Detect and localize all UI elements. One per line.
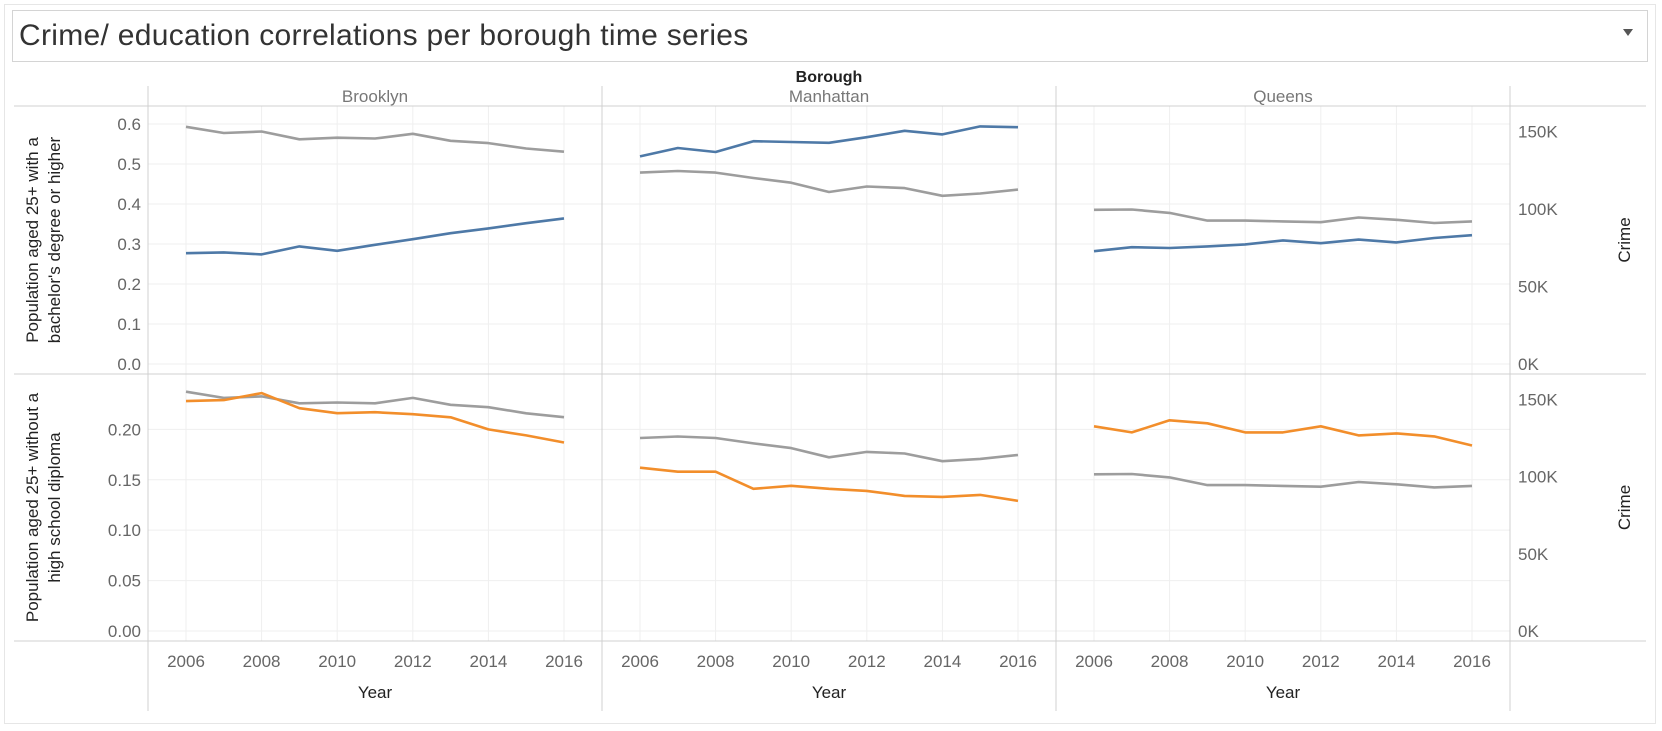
x-axis-title: Year <box>358 683 393 702</box>
education-line-manhattan <box>639 125 1019 158</box>
x-tick-label: 2006 <box>167 652 205 671</box>
chevron-down-icon[interactable] <box>1623 29 1633 36</box>
education-line-manhattan <box>639 466 1019 503</box>
y-tick-label: 0.5 <box>117 155 141 174</box>
x-tick-label: 2014 <box>923 652 961 671</box>
education-line-brooklyn <box>185 217 565 256</box>
y-tick-label: 0.2 <box>117 275 141 294</box>
y-axis-title-line1: Population aged 25+ without a <box>23 392 42 622</box>
y2-tick-label: 50K <box>1518 545 1549 564</box>
crime-line-manhattan <box>639 435 1019 463</box>
y2-axis-title-group: Crime <box>1615 217 1634 262</box>
education-line-queens <box>1093 233 1473 253</box>
borough-header: Borough <box>796 69 863 86</box>
y-axis-title-line1: Population aged 25+ with a <box>23 137 42 343</box>
y2-tick-label: 0K <box>1518 622 1539 641</box>
y-axis-title-group: Population aged 25+ with a bachelor's deg… <box>23 136 64 343</box>
crime-line-brooklyn <box>185 390 565 419</box>
y-tick-label: 0.05 <box>108 572 141 591</box>
y2-axis-title-group: Crime <box>1615 485 1634 530</box>
y2-tick-label: 0K <box>1518 355 1539 374</box>
y-tick-label: 0.10 <box>108 521 141 540</box>
y2-tick-label: 150K <box>1518 390 1558 409</box>
x-tick-label: 2006 <box>621 652 659 671</box>
y2-tick-label: 150K <box>1518 123 1558 142</box>
pane-borders <box>14 86 1646 711</box>
y-axis-title-line2: high school diploma <box>45 432 64 583</box>
x-tick-label: 2016 <box>999 652 1037 671</box>
y-tick-label: 0.4 <box>117 195 141 214</box>
x-tick-label: 2012 <box>394 652 432 671</box>
x-tick-label: 2008 <box>697 652 735 671</box>
x-axis-title: Year <box>812 683 847 702</box>
x-tick-label: 2012 <box>848 652 886 671</box>
column-label-brooklyn: Brooklyn <box>342 87 408 106</box>
x-tick-label: 2016 <box>545 652 583 671</box>
column-label-queens: Queens <box>1253 87 1313 106</box>
y2-tick-label: 100K <box>1518 200 1558 219</box>
y2-axis-title: Crime <box>1615 485 1634 530</box>
x-axis-title: Year <box>1266 683 1301 702</box>
crime-line-queens <box>1093 472 1473 489</box>
x-tick-label: 2006 <box>1075 652 1113 671</box>
y-tick-label: 0.3 <box>117 235 141 254</box>
sheet-title-bar[interactable]: Crime/ education correlations per boroug… <box>12 10 1648 62</box>
x-tick-label: 2010 <box>318 652 356 671</box>
x-tick-label: 2014 <box>1377 652 1415 671</box>
y-tick-label: 0.00 <box>108 622 141 641</box>
x-tick-label: 2014 <box>469 652 507 671</box>
dashboard-frame <box>4 4 1656 724</box>
x-tick-label: 2012 <box>1302 652 1340 671</box>
y-tick-label: 0.6 <box>117 115 141 134</box>
education-line-queens <box>1093 418 1473 447</box>
y-axis-title-line2: bachelor's degree or higher <box>45 136 64 343</box>
x-tick-label: 2010 <box>772 652 810 671</box>
y2-axis-title: Crime <box>1615 217 1634 262</box>
gridlines <box>148 106 1510 641</box>
column-label-manhattan: Manhattan <box>789 87 869 106</box>
y2-tick-label: 100K <box>1518 468 1558 487</box>
y-tick-label: 0.0 <box>117 355 141 374</box>
x-tick-label: 2008 <box>1151 652 1189 671</box>
y-tick-label: 0.1 <box>117 315 141 334</box>
education-line-brooklyn <box>185 391 565 444</box>
series-lines <box>185 125 1473 503</box>
sheet-title: Crime/ education correlations per boroug… <box>19 19 749 52</box>
y-tick-label: 0.20 <box>108 420 141 439</box>
x-tick-label: 2016 <box>1453 652 1491 671</box>
y-axis-title-group: Population aged 25+ without a high school… <box>23 392 64 622</box>
y2-tick-label: 50K <box>1518 278 1549 297</box>
x-tick-label: 2008 <box>243 652 281 671</box>
crime-line-queens <box>1093 208 1473 225</box>
x-tick-label: 2010 <box>1226 652 1264 671</box>
crime-line-manhattan <box>639 169 1019 198</box>
crime-line-brooklyn <box>185 125 565 153</box>
y-tick-label: 0.15 <box>108 471 141 490</box>
